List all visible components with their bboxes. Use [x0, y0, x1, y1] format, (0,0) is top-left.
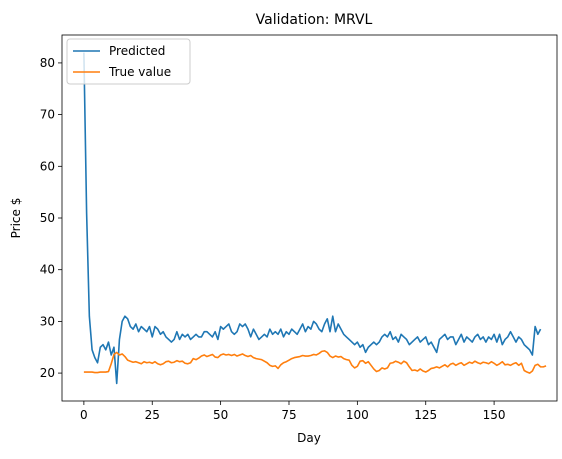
y-axis-label: Price $: [9, 198, 23, 239]
series-line-true-value: [83, 350, 547, 374]
x-tick-label: 125: [414, 408, 437, 422]
x-tick-label: 0: [80, 408, 88, 422]
legend: Predicted True value: [66, 38, 191, 85]
y-tick-label: 20: [40, 366, 55, 380]
y-tick-label: 40: [40, 263, 55, 277]
series-line-predicted: [83, 52, 542, 385]
legend-label-true-value: True value: [108, 65, 171, 79]
x-axis-label: Day: [297, 431, 321, 445]
legend-label-predicted: Predicted: [109, 44, 165, 58]
x-tick-label: 150: [483, 408, 506, 422]
x-tick-label: 25: [145, 408, 160, 422]
series-layer: [83, 52, 547, 385]
y-tick-label: 80: [40, 56, 55, 70]
y-tick-label: 60: [40, 159, 55, 173]
x-tick-label: 75: [281, 408, 296, 422]
y-axis-ticks: 20 30 40 50 60 70 80: [40, 56, 62, 380]
y-tick-label: 30: [40, 314, 55, 328]
y-tick-label: 70: [40, 108, 55, 122]
x-axis-ticks: 0 25 50 75 100 125 150: [80, 401, 506, 422]
chart-title: Validation: MRVL: [256, 12, 373, 28]
y-tick-label: 50: [40, 211, 55, 225]
x-tick-label: 50: [213, 408, 228, 422]
x-tick-label: 100: [346, 408, 369, 422]
